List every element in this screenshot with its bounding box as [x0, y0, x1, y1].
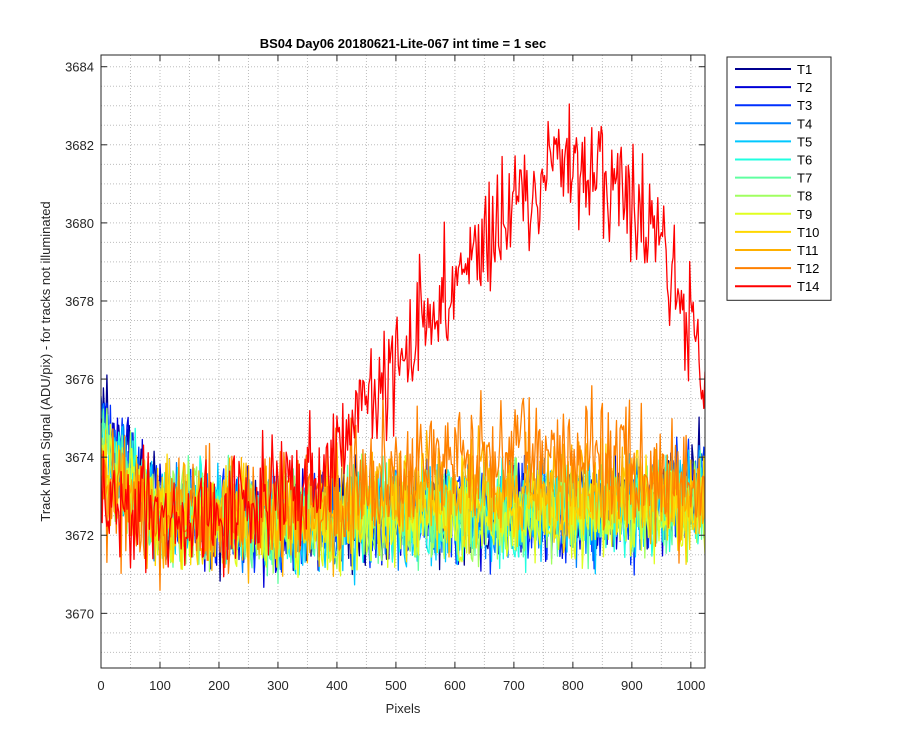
y-tick-label: 3670 [65, 606, 94, 621]
axes-box [100, 54, 706, 669]
legend-entry-t12: T12 [797, 261, 819, 276]
y-axis-label: Track Mean Signal (ADU/pix) - for tracks… [38, 201, 53, 521]
y-tick-label: 3676 [65, 372, 94, 387]
legend-box [726, 56, 832, 301]
legend-entry-t4: T4 [797, 116, 812, 131]
x-tick-label: 1000 [676, 678, 705, 693]
y-tick-label: 3680 [65, 216, 94, 231]
series-line-t14 [101, 103, 705, 578]
y-tick-label: 3684 [65, 60, 94, 75]
legend-entry-t1: T1 [797, 62, 812, 77]
x-axis-label: Pixels [386, 701, 421, 716]
x-tick-label: 200 [208, 678, 230, 693]
x-tick-label: 100 [149, 678, 171, 693]
y-tick-label: 3672 [65, 528, 94, 543]
x-tick-label: 500 [385, 678, 407, 693]
legend: T1 T2 T3 T4 T5 T6 T7 T8 T9 T10 T11 T12 T14 [726, 56, 832, 301]
y-tick-label: 3674 [65, 450, 94, 465]
grid [101, 55, 705, 668]
chart-title: BS04 Day06 20180621-Lite-067 int time = … [260, 36, 547, 51]
x-tick-label: 400 [326, 678, 348, 693]
y-tick-label: 3682 [65, 138, 94, 153]
x-tick-label: 800 [562, 678, 584, 693]
x-tick-label: 300 [267, 678, 289, 693]
legend-entry-t10: T10 [797, 225, 819, 240]
x-tick-label: 600 [444, 678, 466, 693]
legend-entry-t9: T9 [797, 207, 812, 222]
axis-ticks: 0 100 200 300 400 500 600 700 800 900 1000 3670 3672… [65, 55, 705, 693]
y-tick-label: 3678 [65, 294, 94, 309]
legend-entry-t2: T2 [797, 80, 812, 95]
legend-entry-t5: T5 [797, 134, 812, 149]
legend-entry-t3: T3 [797, 98, 812, 113]
legend-entry-t8: T8 [797, 189, 812, 204]
x-tick-label: 0 [97, 678, 104, 693]
legend-entry-t14: T14 [797, 279, 819, 294]
legend-entry-t7: T7 [797, 171, 812, 186]
legend-entry-t11: T11 [797, 243, 818, 258]
x-tick-label: 700 [503, 678, 525, 693]
x-tick-label: 900 [621, 678, 643, 693]
legend-entry-t6: T6 [797, 153, 812, 168]
plot-area [101, 103, 705, 591]
